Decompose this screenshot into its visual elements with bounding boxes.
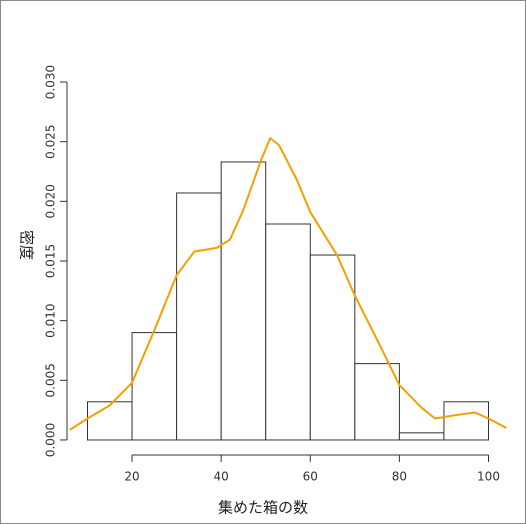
y-tick-label: 0.000 xyxy=(44,423,58,457)
y-tick-label: 0.020 xyxy=(44,184,58,218)
y-tick-label: 0.025 xyxy=(44,124,58,158)
x-tick-label: 40 xyxy=(214,470,229,484)
density-line xyxy=(69,137,507,431)
bar xyxy=(220,161,267,441)
x-tick-label: 80 xyxy=(392,470,407,484)
x-axis-label: 集めた箱の数 xyxy=(218,499,308,517)
bar xyxy=(176,192,222,441)
y-tick-label: 0.010 xyxy=(44,303,58,337)
x-tick-label: 20 xyxy=(124,470,139,484)
y-tick-label: 0.015 xyxy=(44,244,58,278)
bar xyxy=(443,401,490,441)
y-tick-label: 0.030 xyxy=(44,65,58,99)
bar xyxy=(354,363,400,441)
bar xyxy=(131,332,178,441)
bar xyxy=(309,254,356,441)
y-axis-label: 密度 xyxy=(18,230,36,260)
x-tick-label: 100 xyxy=(477,470,500,484)
bar xyxy=(398,432,445,441)
y-tick-label: 0.005 xyxy=(44,363,58,397)
bar xyxy=(86,401,133,441)
x-tick-label: 60 xyxy=(303,470,318,484)
bar xyxy=(265,223,311,441)
